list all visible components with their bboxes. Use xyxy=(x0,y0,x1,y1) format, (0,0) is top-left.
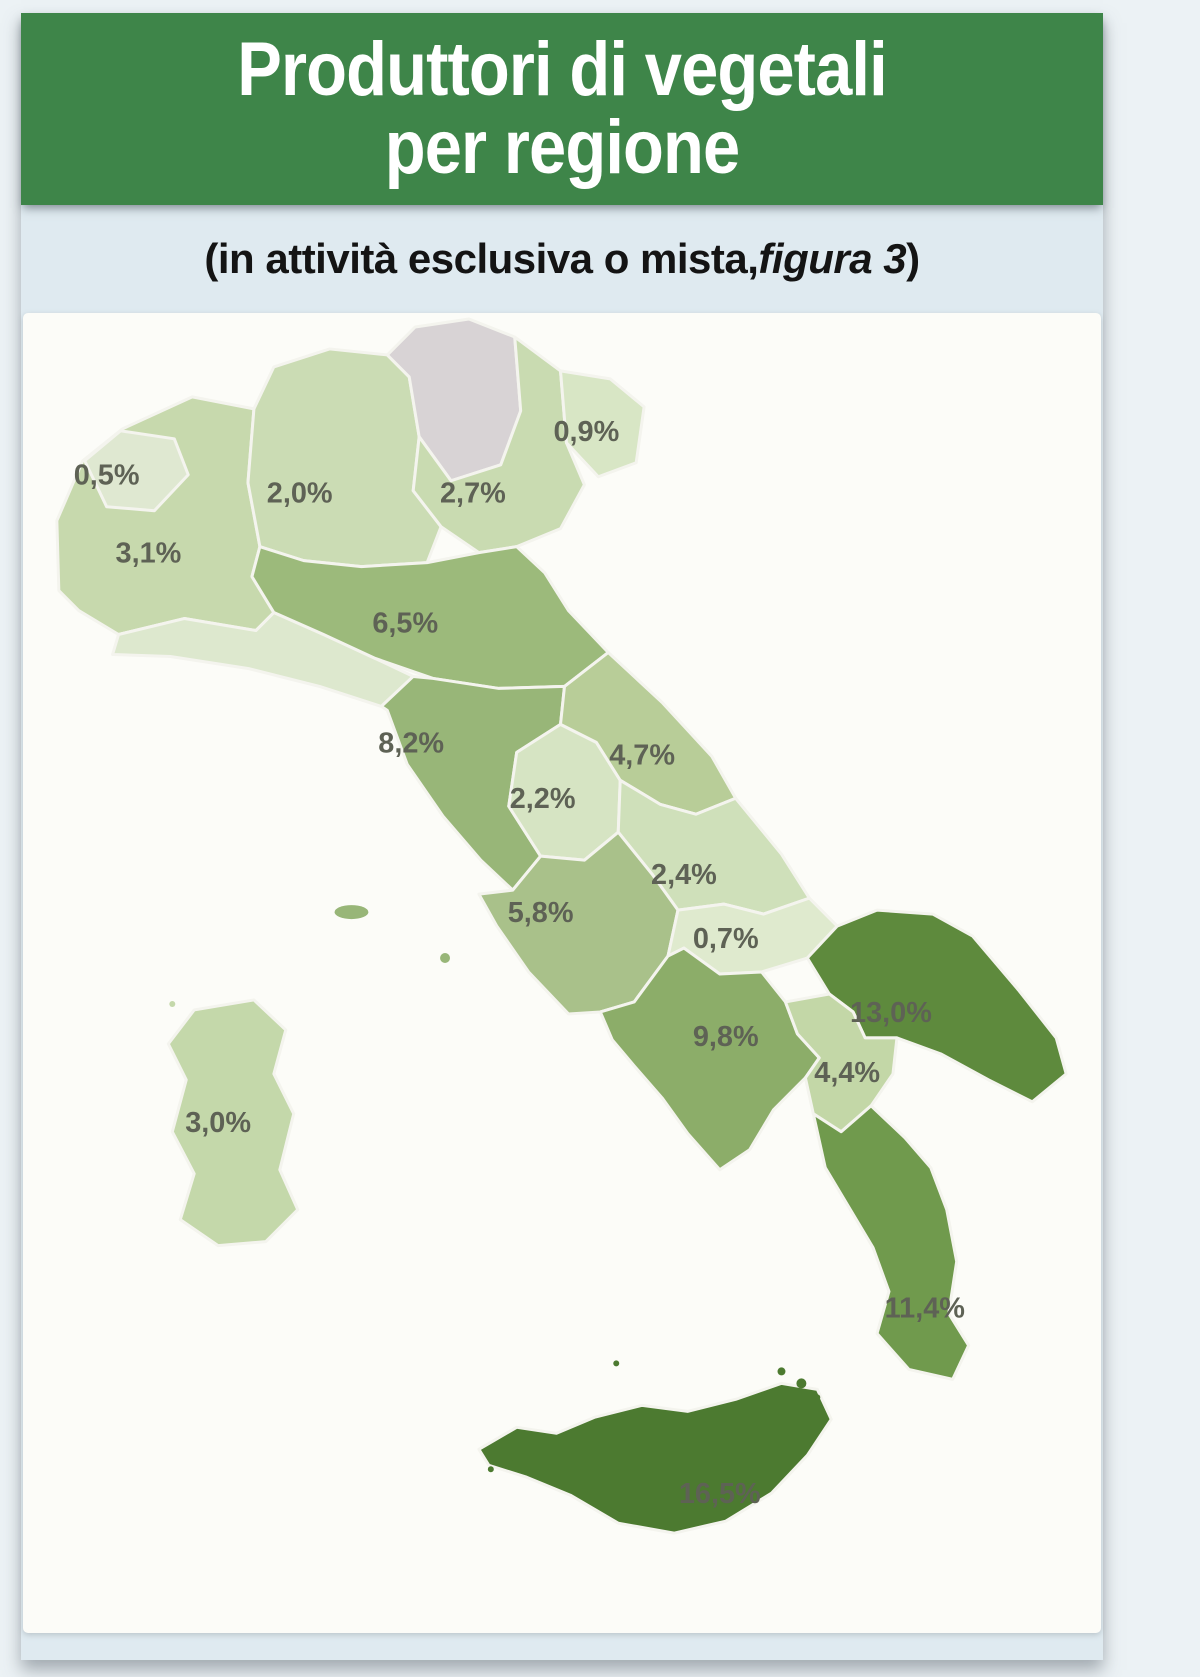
island-eolie-1 xyxy=(777,1367,786,1376)
subtitle-text: (in attività esclusiva o mista, xyxy=(204,235,759,282)
label-calabria: 11,4% xyxy=(885,1292,965,1324)
island-egadi-2 xyxy=(487,1466,494,1473)
region-calabria xyxy=(811,1104,971,1381)
title-banner: Produttori di vegetali per regione xyxy=(21,13,1103,205)
island-elba xyxy=(334,905,369,920)
region-sicilia xyxy=(477,1381,833,1535)
region-valle-daosta xyxy=(83,429,190,513)
region-sardegna xyxy=(166,998,300,1248)
label-molise: 0,7% xyxy=(693,923,759,955)
label-lombardia: 2,0% xyxy=(267,478,333,510)
label-sardegna: 3,0% xyxy=(185,1107,251,1139)
region-labels: 0,5% 3,1% 2,0% 2,7% 0,9% 6,5% 8,2% 2,2% … xyxy=(74,416,965,1510)
region-veneto xyxy=(411,335,586,555)
region-piemonte xyxy=(55,395,276,637)
map-panel: 0,5% 3,1% 2,0% 2,7% 0,9% 6,5% 8,2% 2,2% … xyxy=(23,313,1101,1633)
label-piemonte: 3,1% xyxy=(116,538,182,570)
infographic-title: Produttori di vegetali per regione xyxy=(237,31,887,187)
infographic-card: Produttori di vegetali per regione (in a… xyxy=(21,13,1103,1660)
island-egadi-1 xyxy=(504,1457,513,1466)
label-marche: 4,7% xyxy=(609,739,675,771)
island-eolie-3 xyxy=(814,1394,821,1401)
title-line-1: Produttori di vegetali xyxy=(237,27,887,112)
region-friuli-venezia-giulia xyxy=(559,369,646,479)
label-basilicata: 4,4% xyxy=(814,1057,880,1089)
island-giglio xyxy=(440,953,451,964)
label-abruzzo: 2,4% xyxy=(651,859,717,891)
island-ustica xyxy=(613,1360,620,1367)
label-lazio: 5,8% xyxy=(508,897,574,929)
subtitle: (in attività esclusiva o mista, figura 3… xyxy=(21,205,1103,313)
label-valle-daosta: 0,5% xyxy=(74,460,140,492)
island-asinara xyxy=(169,1000,176,1007)
label-veneto: 2,7% xyxy=(440,478,506,510)
island-eolie-2 xyxy=(796,1378,807,1389)
label-puglia: 13,0% xyxy=(850,997,932,1029)
subtitle-close: ) xyxy=(906,235,920,282)
subtitle-figure-ref: figura 3 xyxy=(758,235,907,282)
title-line-2: per regione xyxy=(384,105,740,190)
label-toscana: 8,2% xyxy=(378,727,444,759)
label-campania: 9,8% xyxy=(693,1021,759,1053)
italy-choropleth-map: 0,5% 3,1% 2,0% 2,7% 0,9% 6,5% 8,2% 2,2% … xyxy=(55,317,1068,1535)
label-emilia-romagna: 6,5% xyxy=(372,607,438,639)
label-friuli-venezia-giulia: 0,9% xyxy=(553,416,619,448)
label-sicilia: 16,5% xyxy=(679,1478,761,1510)
label-umbria: 2,2% xyxy=(510,783,576,815)
small-islands xyxy=(169,905,821,1473)
